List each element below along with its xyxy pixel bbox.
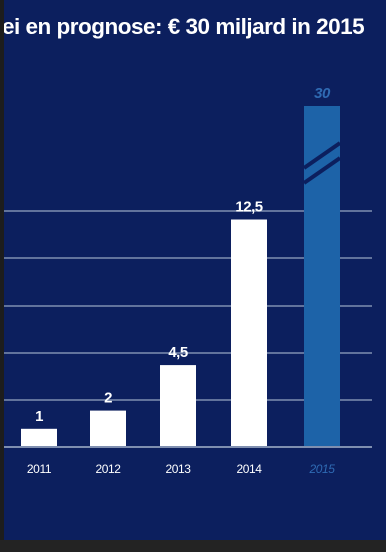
- value-label-2012: 2: [104, 390, 112, 407]
- axis-break-mark-1: [302, 141, 342, 170]
- value-label-2015: 30: [314, 85, 331, 102]
- left-edge: [0, 0, 4, 552]
- axis-break-mark-2: [302, 156, 342, 185]
- x-tick-2013: 2013: [165, 462, 191, 476]
- x-tick-2015: 2015: [308, 462, 335, 476]
- bar-2011: [21, 428, 57, 447]
- bar-2012: [90, 410, 126, 447]
- value-label-2014: 12,5: [235, 199, 262, 216]
- x-tick-2011: 2011: [27, 462, 52, 476]
- x-tick-2012: 2012: [95, 462, 121, 476]
- x-tick-2014: 2014: [236, 462, 262, 476]
- value-label-2013: 4,5: [168, 344, 188, 361]
- bar-2013: [160, 365, 196, 447]
- bar-2014: [231, 219, 267, 447]
- value-label-2011: 1: [35, 408, 43, 425]
- bottom-edge: [0, 540, 386, 552]
- chart-title: ei en prognose: € 30 miljard in 2015: [2, 14, 365, 39]
